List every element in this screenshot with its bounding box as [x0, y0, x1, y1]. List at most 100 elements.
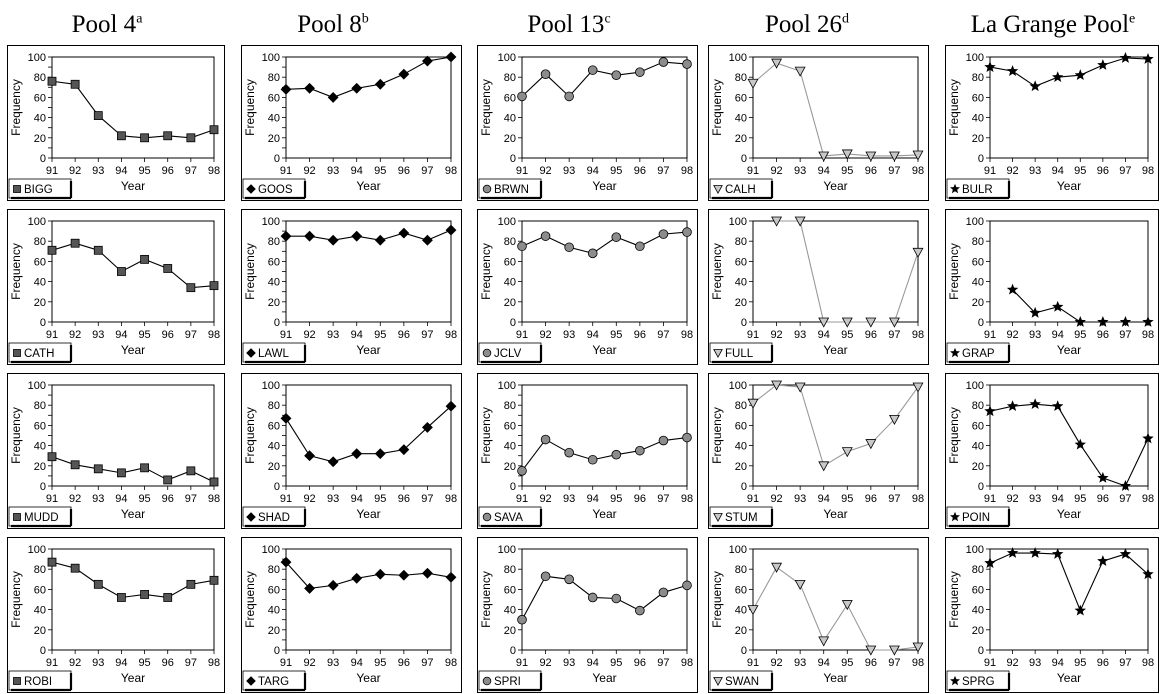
x-axis-label: Year [356, 343, 380, 357]
x-axis-label: Year [823, 671, 847, 685]
x-tick-label: 96 [1097, 493, 1109, 505]
data-point [611, 232, 622, 242]
x-tick-label: 93 [327, 493, 339, 505]
panel-frame [477, 45, 698, 201]
legend-marker [246, 512, 256, 522]
x-axis-label: Year [823, 343, 847, 357]
legend-label: SPRG [962, 676, 995, 688]
y-tick-label: 100 [498, 380, 516, 392]
x-tick-label: 95 [841, 329, 853, 341]
y-tick-label: 40 [34, 605, 46, 617]
data-point [327, 456, 339, 468]
x-tick-label: 95 [374, 165, 386, 177]
x-tick-label: 96 [162, 329, 174, 341]
chart-panel-mudd: 0 20 40 60 80 100 91 92 93 94 95 96 97 98 Frequency Yea… [7, 373, 225, 529]
x-tick-label: 97 [1119, 329, 1131, 341]
data-point [865, 439, 877, 450]
x-tick-label: 92 [303, 329, 315, 341]
y-tick-label: 0 [40, 153, 46, 165]
y-tick-label: 80 [268, 236, 280, 248]
x-tick-label: 94 [351, 165, 363, 177]
y-tick-label: 80 [735, 236, 747, 248]
data-point [865, 645, 877, 656]
data-point [186, 579, 196, 589]
data-point [351, 230, 363, 242]
data-point [398, 444, 410, 456]
chart-panel-cath: 0 20 40 60 80 100 91 92 93 94 95 96 97 98 Frequency Yea… [7, 209, 225, 365]
data-point [517, 91, 527, 102]
chart-panel-lawl: 0 20 40 60 80 100 91 92 93 94 95 96 97 98 Frequency Yea… [241, 209, 462, 365]
y-tick-label: 80 [34, 236, 46, 248]
data-point [540, 231, 551, 241]
data-point [564, 574, 574, 585]
data-point [93, 111, 103, 120]
x-tick-label: 98 [208, 165, 220, 177]
x-tick-label: 93 [794, 165, 806, 177]
data-point [1142, 432, 1154, 444]
series-line-sprg [989, 552, 1149, 613]
y-tick-label: 40 [504, 605, 516, 617]
x-tick-label: 98 [1142, 657, 1154, 669]
y-tick-label: 80 [504, 72, 516, 84]
x-tick-label: 94 [1052, 329, 1064, 341]
x-tick-label: 93 [92, 329, 104, 341]
x-axis-label: Year [1057, 343, 1081, 357]
data-point [1006, 283, 1019, 295]
plot-area [51, 220, 215, 323]
x-tick-label: 98 [445, 657, 457, 669]
x-tick-label: 95 [138, 329, 150, 341]
x-tick-label: 94 [818, 165, 830, 177]
x-tick-label: 94 [115, 329, 127, 341]
legend-label: MUDD [24, 512, 59, 524]
x-tick-label: 97 [1119, 493, 1131, 505]
legend-label: JCLV [494, 348, 522, 360]
y-tick-label: 60 [268, 420, 280, 432]
data-point [445, 400, 457, 412]
x-tick-label: 94 [115, 493, 127, 505]
data-point [140, 463, 149, 473]
legend-marker [482, 184, 492, 194]
data-point [1006, 400, 1019, 412]
data-point [564, 91, 574, 102]
plot-area [752, 56, 919, 159]
legend-marker [482, 676, 492, 686]
data-point [1097, 555, 1109, 566]
y-tick-label: 20 [972, 461, 984, 473]
legend-marker [13, 513, 21, 521]
y-axis-label: Frequency [710, 571, 724, 628]
data-point [117, 468, 126, 478]
y-tick-label: 80 [972, 564, 984, 576]
x-tick-label: 95 [610, 329, 622, 341]
y-axis-label: Frequency [243, 407, 257, 464]
y-tick-label: 100 [262, 544, 280, 556]
x-tick-label: 97 [657, 329, 669, 341]
x-tick-label: 98 [1142, 493, 1154, 505]
y-tick-label: 60 [735, 584, 747, 596]
x-axis-label: Year [121, 179, 145, 193]
x-tick-label: 93 [1029, 657, 1041, 669]
x-axis-label: Year [356, 507, 380, 521]
data-point [794, 382, 806, 393]
y-axis-label: Frequency [947, 79, 961, 136]
data-point [47, 452, 57, 462]
y-tick-label: 60 [268, 584, 280, 596]
x-tick-label: 91 [280, 329, 292, 341]
y-tick-label: 40 [268, 113, 280, 125]
x-tick-label: 98 [1142, 165, 1154, 177]
legend-label: SAVA [494, 512, 523, 524]
data-point [70, 238, 80, 248]
y-tick-label: 80 [504, 236, 516, 248]
chart-panel-spri: 0 20 40 60 80 100 91 92 93 94 95 96 97 98 Frequency Yea… [477, 537, 698, 693]
y-tick-label: 0 [978, 317, 984, 329]
y-tick-label: 0 [274, 645, 280, 657]
legend-marker [713, 513, 723, 523]
y-axis-label: Frequency [243, 571, 257, 628]
x-axis-label: Year [121, 671, 145, 685]
data-point [818, 151, 830, 162]
x-tick-label: 94 [587, 493, 599, 505]
data-point [1029, 306, 1041, 318]
y-tick-label: 20 [972, 625, 984, 637]
x-tick-label: 96 [162, 493, 174, 505]
x-axis-label: Year [823, 507, 847, 521]
x-axis-label: Year [1057, 507, 1081, 521]
